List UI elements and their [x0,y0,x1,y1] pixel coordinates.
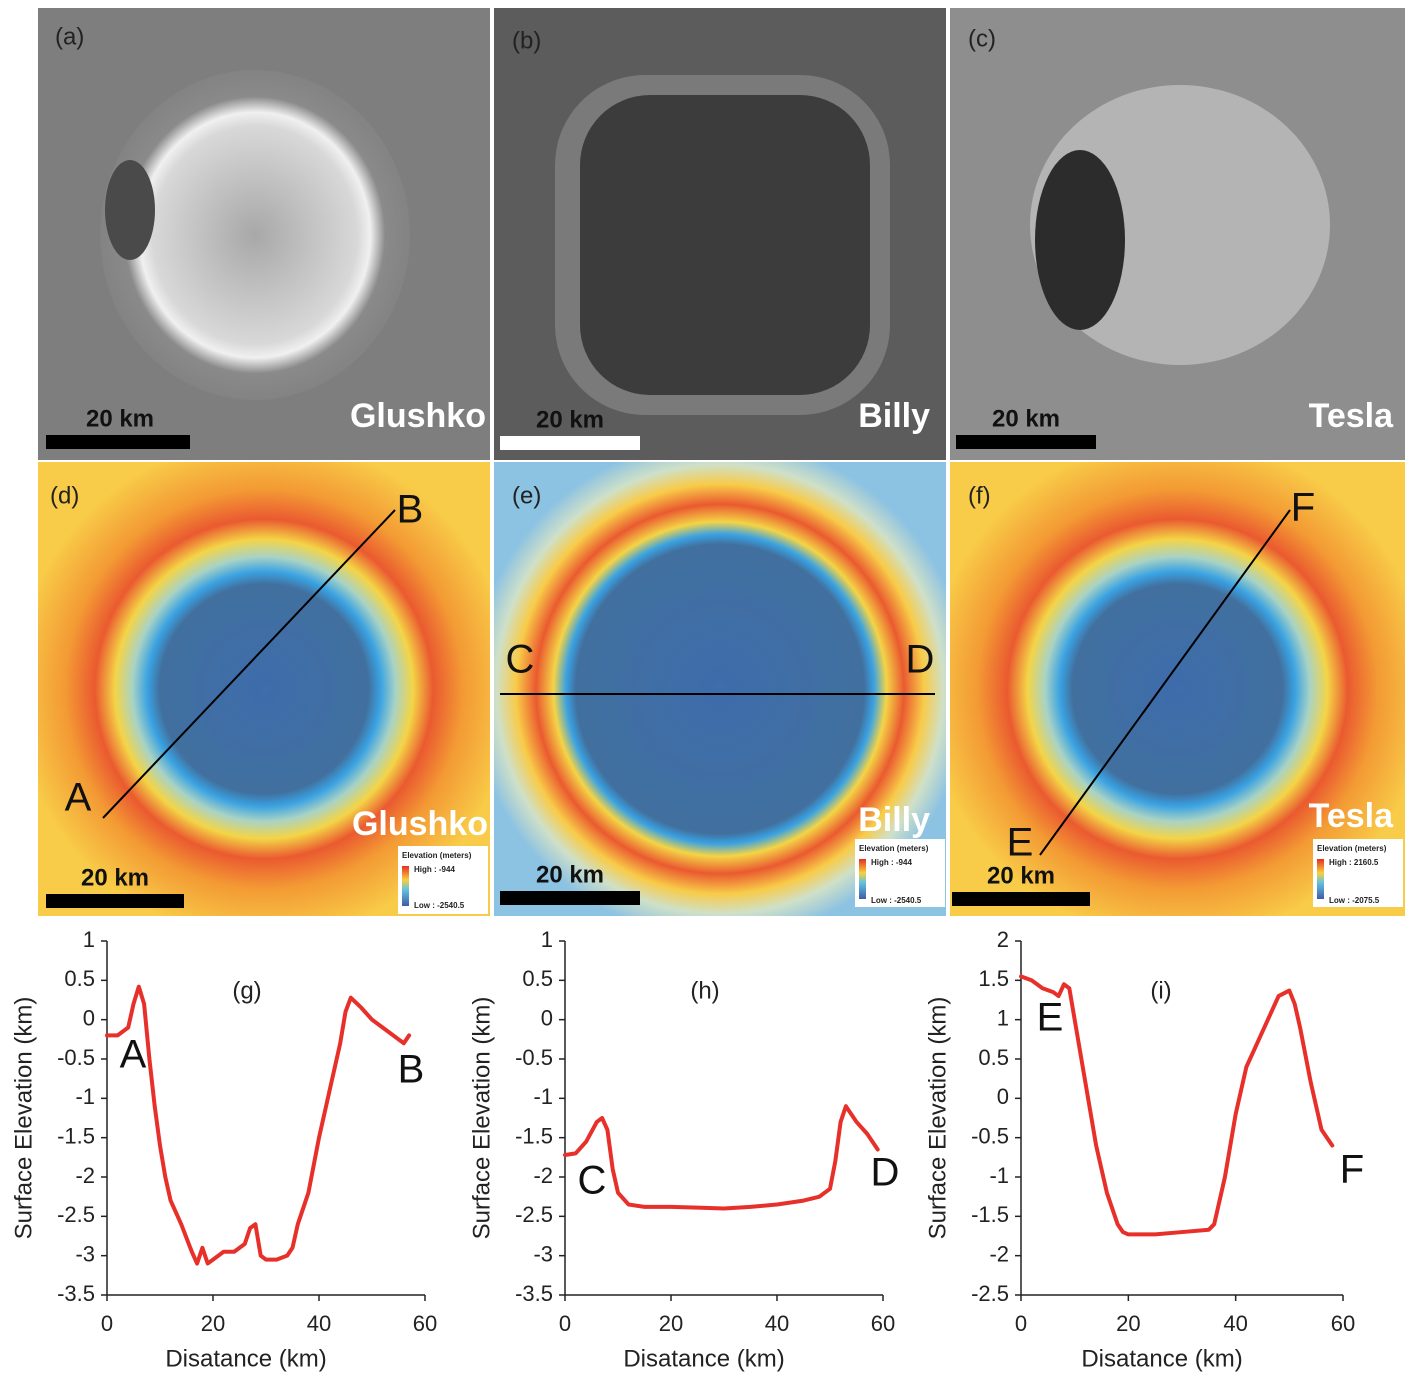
legend-low: Low : -2540.5 [414,901,465,910]
scale-label: 20 km [992,405,1060,432]
legend-low: Low : -2075.5 [1329,896,1380,905]
legend-title: Elevation (meters) [1317,844,1387,853]
y-tick-label: 1 [83,927,95,952]
crater-name: Tesla [1309,397,1395,435]
legend-title: Elevation (meters) [859,844,929,853]
y-tick-label: 0 [83,1005,95,1030]
x-tick-label: 40 [307,1311,331,1336]
annotation: E [1037,996,1064,1040]
panel-label: (e) [512,482,541,509]
y-tick-label: 0 [541,1005,553,1030]
y-tick-label: -1 [989,1163,1009,1188]
y-tick-label: 0.5 [522,966,553,991]
panel-label: (c) [968,25,996,52]
y-tick-label: -2.5 [57,1202,95,1227]
y-tick-label: -3 [75,1241,95,1266]
crater-name: Tesla [1309,797,1395,835]
crater-name: Glushko [352,805,488,843]
y-tick-label: -1 [75,1084,95,1109]
profile-start: C [506,638,535,682]
y-tick-label: 0.5 [978,1045,1009,1070]
crater-name: Billy [858,397,930,435]
x-tick-label: 20 [201,1311,225,1336]
legend-title: Elevation (meters) [402,851,472,860]
y-tick-label: -3.5 [57,1281,95,1306]
x-tick-label: 0 [559,1311,571,1336]
y-tick-label: 1 [997,1005,1009,1030]
profile-end: F [1291,486,1315,530]
x-axis-label: Disatance (km) [1081,1345,1242,1372]
x-tick-label: 20 [659,1311,683,1336]
x-tick-label: 60 [871,1311,895,1336]
panel-label: (d) [50,482,79,509]
annotation: F [1340,1148,1364,1192]
panel-label: (a) [55,23,84,50]
x-tick-label: 0 [1015,1311,1027,1336]
scale-label: 20 km [86,405,154,432]
panel-label: (f) [968,482,991,509]
panel-c [950,8,1405,460]
annotation: B [398,1048,425,1092]
x-axis-label: Disatance (km) [623,1345,784,1372]
legend-low: Low : -2540.5 [871,896,922,905]
y-tick-label: -3.5 [515,1281,553,1306]
profile-line [565,1106,878,1208]
panel-label: (h) [690,977,719,1004]
page: (a) (b) (c) Glushko Billy Tesla 20 km 20… [0,0,1414,1380]
legend-high: High : -944 [414,865,455,874]
y-axis-label: Surface Elevation (km) [468,997,495,1240]
y-tick-label: -0.5 [515,1045,553,1070]
panel-a [38,8,490,460]
crater-name: Billy [858,801,930,839]
y-axis-label: Surface Elevation (km) [924,997,951,1240]
x-tick-label: 60 [1331,1311,1355,1336]
annotation: A [120,1033,147,1077]
annotation: C [578,1159,607,1203]
y-tick-label: 0.5 [64,966,95,991]
crater-name: Glushko [350,397,486,435]
y-tick-label: 1.5 [978,966,1009,991]
y-tick-label: -2.5 [971,1281,1009,1306]
x-axis-label: Disatance (km) [165,1345,326,1372]
x-tick-label: 40 [1223,1311,1247,1336]
panel-b [494,8,946,460]
y-tick-label: -2 [989,1241,1009,1266]
y-tick-label: -1.5 [971,1202,1009,1227]
y-axis-label: Surface Elevation (km) [10,997,37,1240]
profile-start: A [65,776,92,820]
y-tick-label: 0 [997,1084,1009,1109]
panel-label: (g) [232,977,261,1004]
profile-end: D [906,638,935,682]
y-tick-label: -3 [533,1241,553,1266]
scale-label: 20 km [536,861,604,888]
figure: (a) (b) (c) Glushko Billy Tesla 20 km 20… [0,0,1414,1380]
y-tick-label: -1.5 [515,1123,553,1148]
panel-label: (b) [512,27,541,54]
scale-label: 20 km [987,862,1055,889]
y-tick-label: -2.5 [515,1202,553,1227]
scale-label: 20 km [536,406,604,433]
y-tick-label: -0.5 [971,1123,1009,1148]
legend-high: High : -944 [871,858,912,867]
panel-label: (i) [1150,977,1171,1004]
profile-line [107,987,409,1264]
annotation: D [871,1151,900,1195]
y-tick-label: -2 [533,1163,553,1188]
y-tick-label: 1 [541,927,553,952]
profile-line [1021,976,1332,1234]
profile-end: B [397,488,424,532]
x-tick-label: 0 [101,1311,113,1336]
profile-start: E [1007,821,1034,865]
y-tick-label: 2 [997,927,1009,952]
scale-label: 20 km [81,864,149,891]
y-tick-label: -1 [533,1084,553,1109]
x-tick-label: 40 [765,1311,789,1336]
y-tick-label: -0.5 [57,1045,95,1070]
x-tick-label: 60 [413,1311,437,1336]
legend-high: High : 2160.5 [1329,858,1379,867]
y-tick-label: -2 [75,1163,95,1188]
y-tick-label: -1.5 [57,1123,95,1148]
x-tick-label: 20 [1116,1311,1140,1336]
